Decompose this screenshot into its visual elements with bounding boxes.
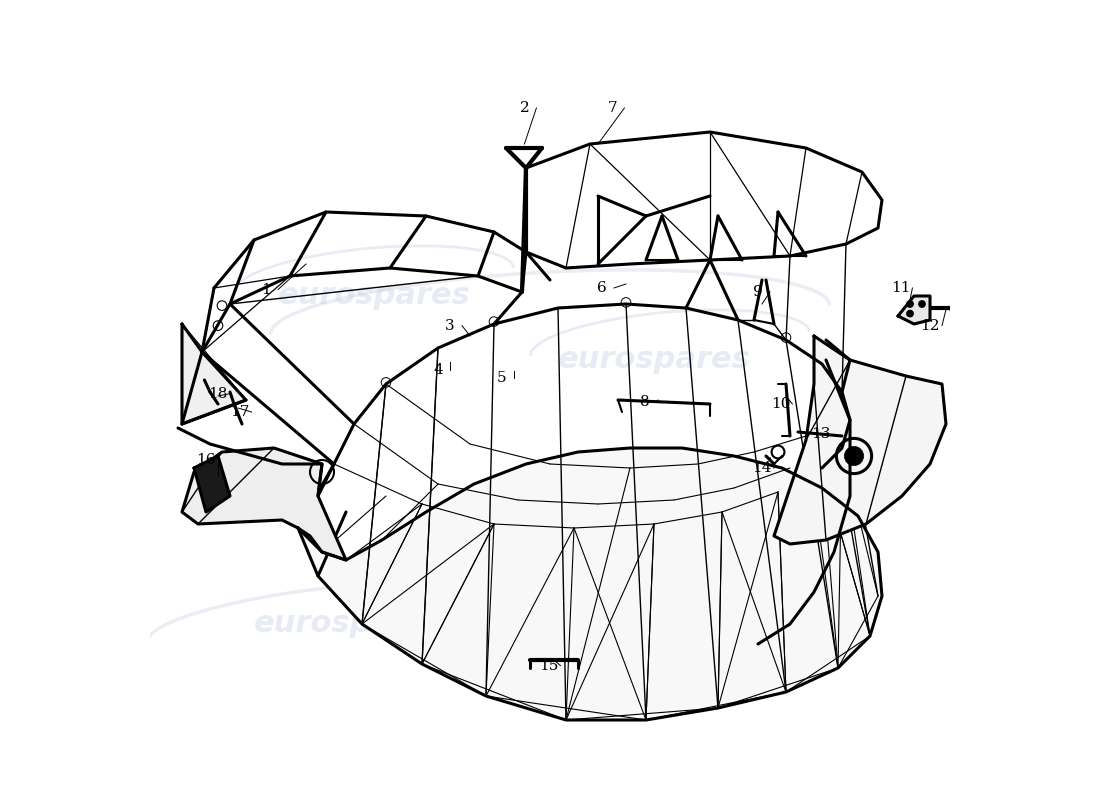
Circle shape (918, 301, 925, 307)
Text: 11: 11 (891, 281, 910, 295)
Text: 10: 10 (771, 397, 790, 411)
Text: 17: 17 (230, 405, 250, 419)
Text: 13: 13 (811, 426, 830, 441)
Text: 5: 5 (497, 370, 507, 385)
Text: eurospares: eurospares (254, 610, 447, 638)
Polygon shape (898, 296, 929, 324)
Circle shape (845, 446, 864, 466)
Text: 2: 2 (519, 101, 529, 115)
Text: eurospares: eurospares (277, 282, 471, 310)
Text: 12: 12 (921, 318, 939, 333)
Circle shape (906, 310, 913, 317)
Text: eurospares: eurospares (573, 610, 767, 638)
Text: 3: 3 (446, 318, 454, 333)
Text: 9: 9 (754, 285, 763, 299)
Text: 14: 14 (752, 461, 772, 475)
Circle shape (906, 301, 913, 307)
Text: 8: 8 (639, 395, 649, 410)
Text: 15: 15 (539, 658, 558, 673)
Text: 18: 18 (208, 386, 228, 401)
Text: 7: 7 (607, 101, 617, 115)
Text: 16: 16 (196, 453, 216, 467)
Text: 6: 6 (597, 281, 607, 295)
Polygon shape (298, 448, 882, 720)
Polygon shape (182, 448, 346, 560)
Polygon shape (774, 336, 946, 544)
Polygon shape (182, 324, 246, 424)
Text: 4: 4 (433, 362, 443, 377)
Text: 1: 1 (261, 282, 271, 297)
Polygon shape (194, 456, 230, 512)
Text: eurospares: eurospares (558, 346, 750, 374)
